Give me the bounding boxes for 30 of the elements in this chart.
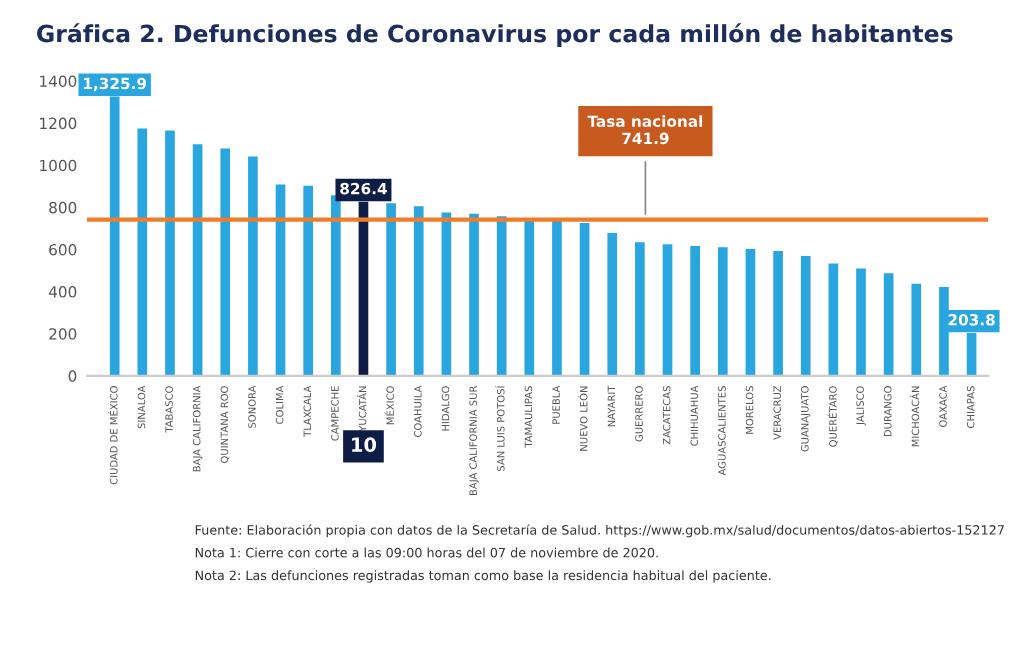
bar [275,184,286,376]
bar [469,213,479,376]
bar [303,185,314,376]
bar [773,250,783,376]
text: 10 [352,437,377,452]
bar [552,220,562,376]
bar [883,273,894,376]
bar [662,244,673,376]
bar [690,245,700,376]
bar [856,268,866,376]
bar [745,249,756,376]
bar [911,283,922,376]
bar [828,263,839,376]
bar [330,195,341,376]
bar [192,144,203,376]
bar [441,212,452,376]
bar [496,216,507,376]
bar [524,220,535,376]
bar [248,156,258,376]
bar [386,203,396,376]
bar [220,148,231,376]
bar [137,128,148,376]
bar [607,233,618,376]
bar [413,206,424,376]
bar [579,222,590,376]
chart-title: Gráfica 2. Defunciones de Coronavirus por cada millón de habitantes [37,23,953,48]
bar [635,242,645,376]
bar [165,130,175,376]
bar [717,247,728,376]
bar [800,256,811,376]
